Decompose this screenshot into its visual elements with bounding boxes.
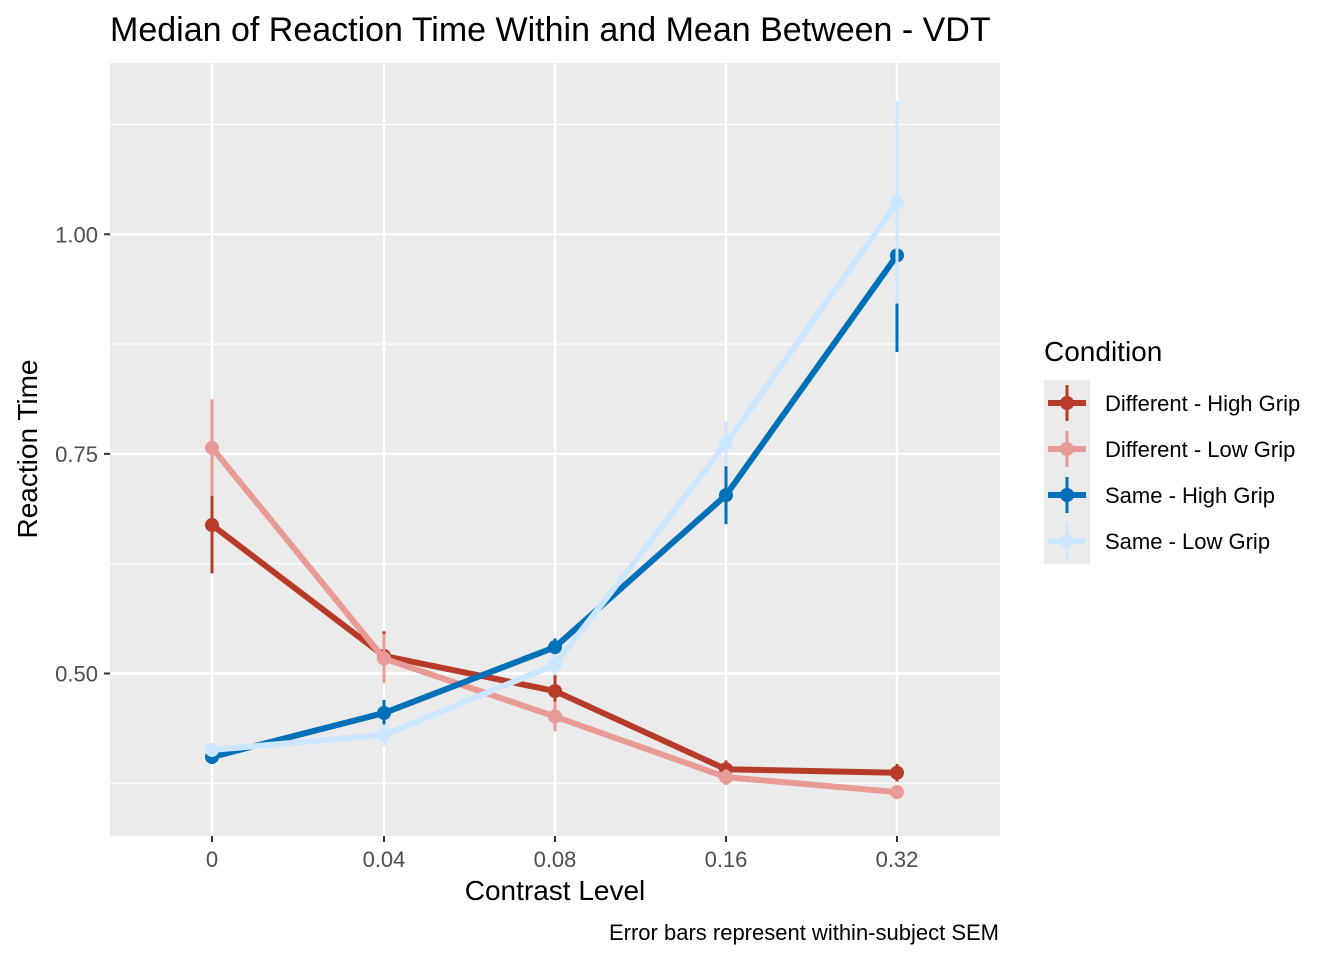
data-point (205, 518, 219, 533)
legend-label: Different - Low Grip (1105, 437, 1295, 462)
x-tick-label: 0.08 (534, 847, 577, 872)
data-point (548, 684, 562, 699)
axis-ticks (104, 233, 898, 842)
x-tick-label: 0 (206, 847, 218, 872)
data-point (205, 440, 219, 455)
series-group (205, 101, 904, 757)
legend-item: Different - Low Grip (1048, 431, 1295, 467)
data-point (719, 488, 733, 503)
y-tick-label: 1.00 (55, 222, 98, 247)
legend-label: Different - High Grip (1105, 391, 1300, 416)
data-point (548, 640, 562, 655)
chart-caption: Error bars represent within-subject SEM (609, 920, 999, 945)
series-group (205, 399, 904, 800)
legend-key-point (1060, 534, 1074, 548)
data-point (890, 785, 904, 800)
y-axis-title: Reaction Time (12, 360, 43, 539)
legend-label: Same - High Grip (1105, 483, 1275, 508)
tick-labels: 0.50 0.75 1.00 0 0.04 0.08 0.16 0.32 (55, 222, 918, 872)
legend-item: Different - High Grip (1048, 385, 1300, 421)
data-point (719, 770, 733, 785)
legend-label: Same - Low Grip (1105, 529, 1270, 554)
data-point (377, 727, 391, 742)
data-point (890, 765, 904, 780)
x-tick-label: 0.32 (876, 847, 919, 872)
data-point (377, 706, 391, 721)
data-point (719, 436, 733, 451)
series-layer (205, 101, 904, 800)
legend: Condition Different - High GripDifferent… (1044, 336, 1300, 564)
legend-key-point (1060, 488, 1074, 502)
data-point (205, 742, 219, 757)
x-tick-label: 0.16 (705, 847, 748, 872)
x-tick-label: 0.04 (363, 847, 406, 872)
legend-item: Same - High Grip (1048, 477, 1275, 513)
legend-title: Condition (1044, 336, 1162, 367)
y-tick-label: 0.50 (55, 661, 98, 686)
data-point (377, 651, 391, 666)
x-axis-title: Contrast Level (465, 875, 646, 906)
legend-key-point (1060, 396, 1074, 410)
data-point (548, 657, 562, 672)
y-tick-label: 0.75 (55, 442, 98, 467)
data-point (548, 709, 562, 724)
legend-key-point (1060, 442, 1074, 456)
legend-items: Different - High Grip Different - Low Gri… (1048, 385, 1300, 559)
legend-item: Same - Low Grip (1048, 523, 1270, 559)
data-point (890, 195, 904, 210)
chart-title: Median of Reaction Time Within and Mean … (110, 11, 991, 49)
